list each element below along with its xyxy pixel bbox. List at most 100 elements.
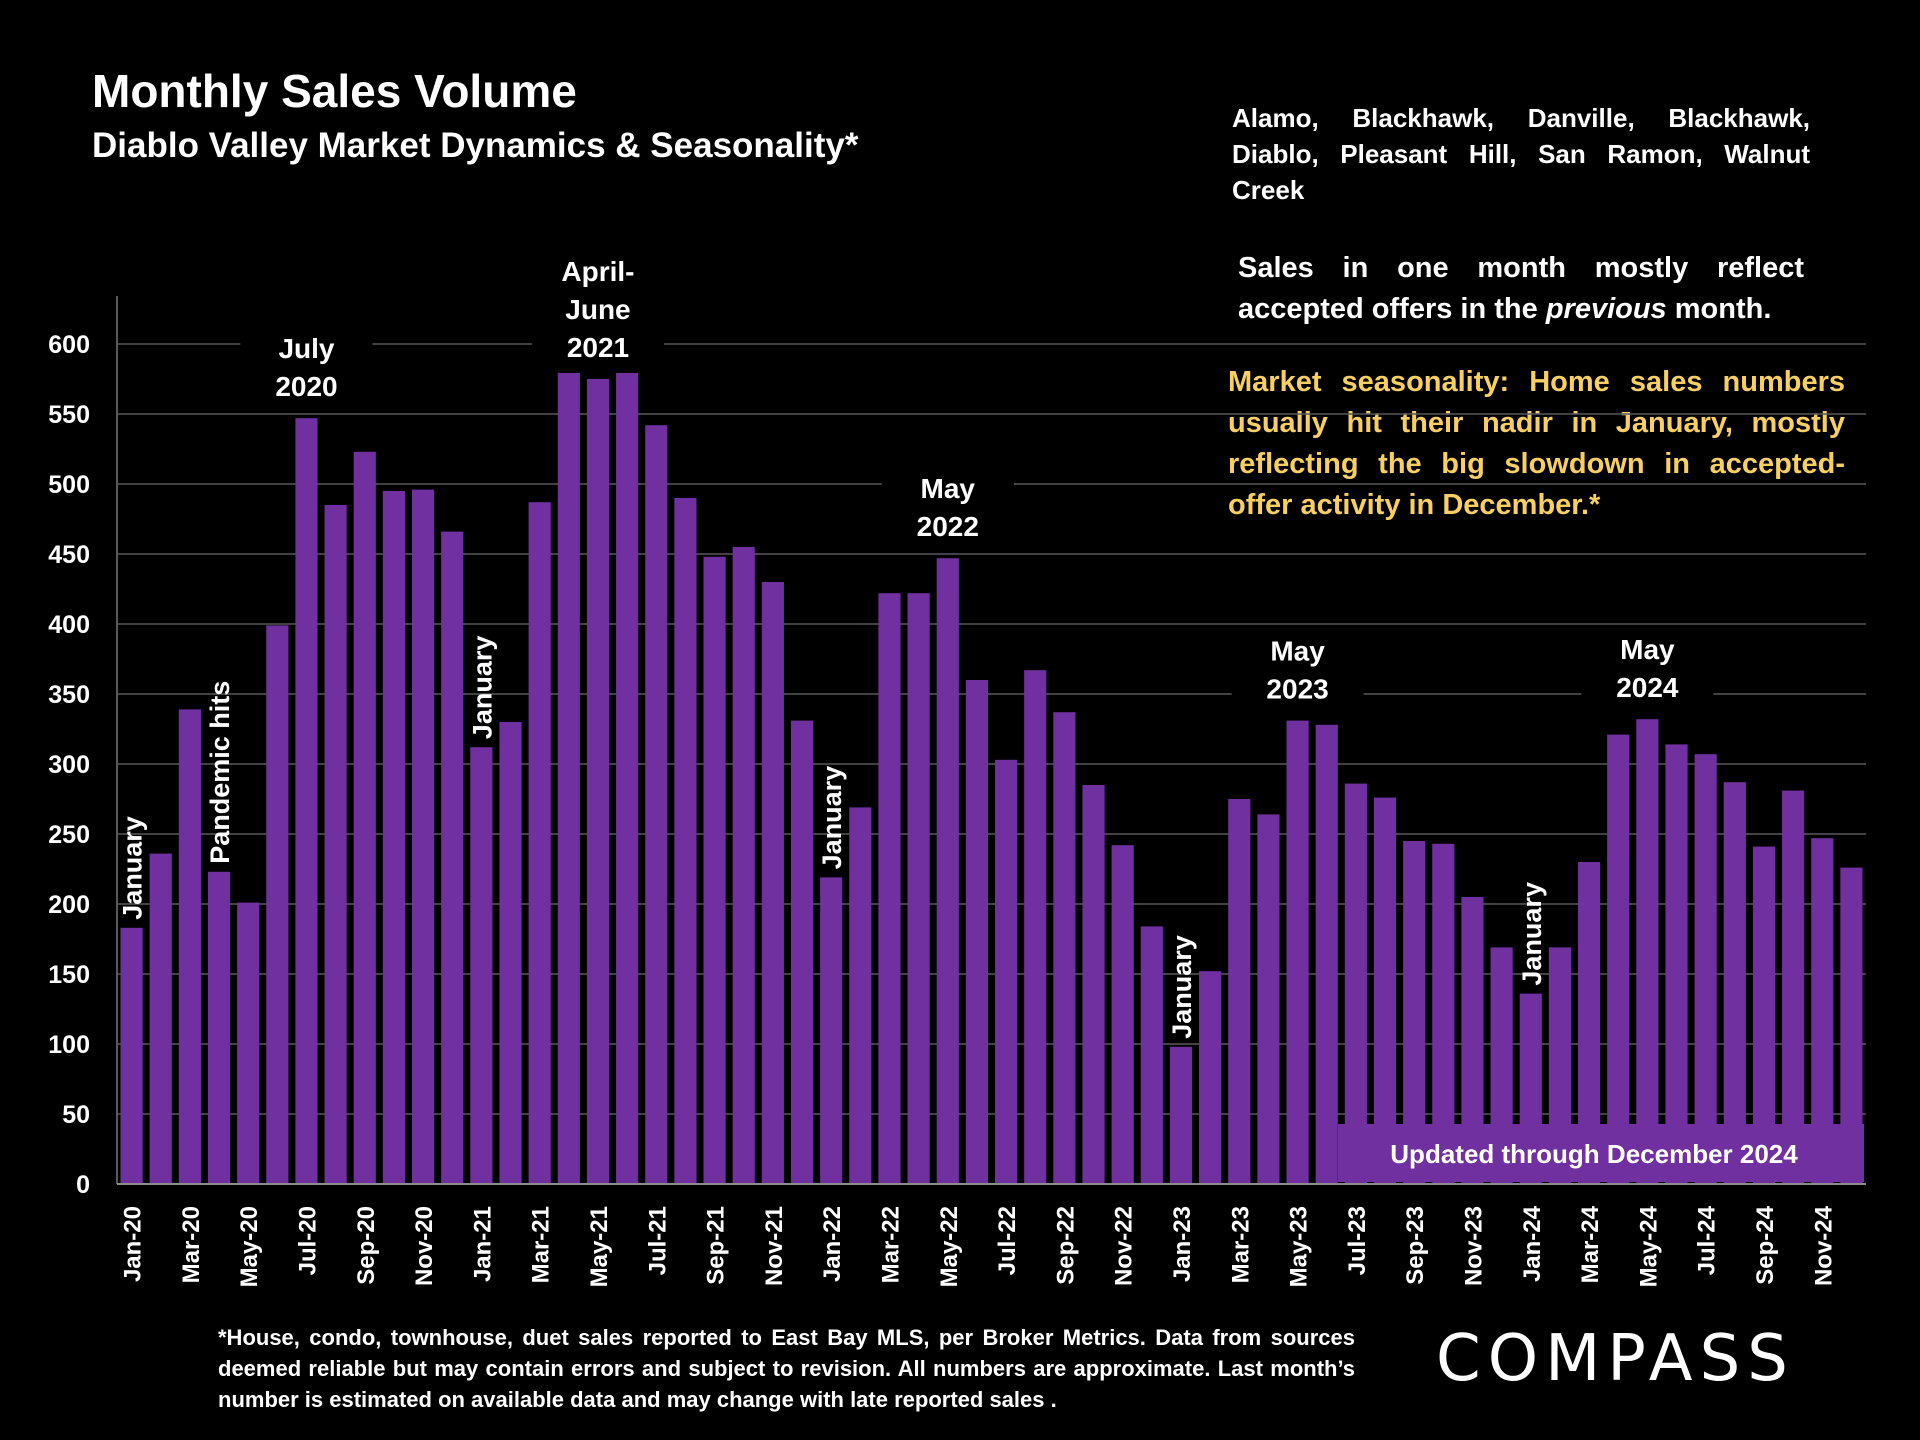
annotation-label: April- (561, 256, 634, 287)
x-tick-label: Mar-23 (1227, 1206, 1254, 1283)
offers-note-part1: Sales in one month mostly reflect accept… (1238, 252, 1804, 325)
x-tick-label: Jul-23 (1344, 1206, 1371, 1275)
bar (790, 720, 814, 1184)
bar (499, 722, 522, 1184)
annotation-backdrop (881, 464, 1014, 553)
bar (761, 582, 784, 1184)
x-tick-label: May-20 (236, 1206, 263, 1287)
x-tick-label: Mar-20 (178, 1206, 205, 1283)
y-tick-label: 100 (48, 1031, 90, 1059)
bar (994, 759, 1018, 1184)
y-tick-label: 0 (76, 1171, 90, 1199)
bar (441, 531, 464, 1184)
x-tick-label: Nov-20 (411, 1206, 438, 1286)
bar (1053, 712, 1076, 1184)
x-tick-label: Sep-24 (1752, 1205, 1779, 1284)
y-tick-label: 400 (48, 611, 90, 639)
x-tick-label: May-21 (586, 1206, 613, 1287)
annotation-label: 2023 (1266, 674, 1328, 705)
bar (703, 556, 726, 1184)
chart-subtitle: Diablo Valley Market Dynamics & Seasonal… (92, 126, 859, 165)
bar (1665, 744, 1688, 1184)
annotation-backdrop (240, 324, 373, 413)
bar (878, 593, 901, 1184)
x-tick-label: Nov-21 (761, 1206, 788, 1286)
bar (936, 558, 959, 1184)
chart-title: Monthly Sales Volume (92, 65, 577, 117)
rotated-annotation: January (1167, 935, 1197, 1039)
annotation-label: 2024 (1616, 672, 1679, 703)
bar (1373, 797, 1397, 1184)
bar (586, 379, 610, 1184)
bar (266, 625, 289, 1184)
bar (353, 451, 376, 1184)
y-tick-label: 600 (48, 331, 90, 359)
x-tick-label: Jan-20 (120, 1206, 147, 1282)
y-tick-label: 550 (48, 401, 90, 429)
bar (1140, 926, 1163, 1184)
bar (1694, 754, 1717, 1184)
bar (324, 505, 347, 1184)
y-tick-label: 450 (48, 541, 90, 569)
bar (1752, 846, 1776, 1184)
x-tick-label: Nov-22 (1111, 1206, 1138, 1286)
bar (1111, 845, 1134, 1184)
bar (1257, 814, 1280, 1184)
rotated-annotation: January (118, 816, 148, 920)
x-tick-label: Mar-22 (877, 1206, 904, 1283)
annotation-label: May (1620, 634, 1675, 665)
y-tick-label: 150 (48, 961, 90, 989)
rotated-annotation: January (1517, 882, 1547, 986)
x-tick-label: Jul-24 (1694, 1205, 1721, 1275)
x-tick-label: Sep-21 (703, 1206, 730, 1285)
bar (411, 489, 435, 1185)
x-tick-label: Sep-22 (1052, 1206, 1079, 1285)
annotation-label: 2020 (275, 371, 337, 402)
x-tick-label: Jul-21 (644, 1206, 671, 1275)
x-tick-label: Jan-21 (469, 1206, 496, 1282)
y-tick-label: 50 (62, 1101, 90, 1129)
compass-logo: COMPASS (1436, 1322, 1795, 1396)
bar (557, 344, 580, 1184)
bar (674, 498, 697, 1184)
annotation-label: 2021 (567, 332, 629, 363)
bar (382, 491, 406, 1184)
x-tick-label: Mar-21 (528, 1206, 555, 1283)
annotation-label: June (565, 294, 630, 325)
x-axis: Jan-20 Mar-20 May-20 Jul-20 Sep-20 Nov-20 Jan-… (117, 1183, 1866, 1287)
bar (1432, 843, 1455, 1184)
cities-list: Alamo, Blackhawk, Danville, Blackhawk, D… (1232, 103, 1810, 205)
x-tick-label: Mar-24 (1577, 1205, 1604, 1283)
bar (965, 680, 989, 1184)
bar (470, 747, 493, 1184)
rotated-annotation: January (467, 636, 497, 740)
gridlines (117, 343, 1866, 1115)
x-tick-label: May-23 (1286, 1206, 1313, 1287)
bar (1607, 734, 1630, 1184)
bar (1082, 785, 1105, 1184)
updated-badge (1338, 1124, 1864, 1182)
bar (1286, 720, 1309, 1184)
bar (1577, 862, 1601, 1184)
bar (1782, 790, 1805, 1184)
bar (849, 807, 872, 1184)
annotations: January Pandemic hits July 2020 January April… (118, 247, 1714, 1039)
offers-note-part2: month. (1666, 293, 1772, 325)
bar (178, 709, 201, 1184)
bar (1840, 867, 1863, 1184)
y-tick-label: 350 (48, 681, 90, 709)
annotation-label: May (1270, 636, 1325, 667)
annotation-backdrop (1581, 625, 1714, 714)
y-tick-label: 300 (48, 751, 90, 779)
annotation-backdrop (1231, 626, 1364, 715)
x-tick-label: Jul-20 (294, 1206, 321, 1275)
x-tick-label: Jan-24 (1519, 1205, 1546, 1282)
x-tick-label: Sep-23 (1402, 1206, 1429, 1285)
footnote: *House, condo, townhouse, duet sales rep… (218, 1325, 1355, 1412)
y-tick-label: 200 (48, 891, 90, 919)
bar (1169, 1046, 1193, 1184)
bar (528, 502, 551, 1184)
bar (207, 871, 231, 1184)
bar (907, 593, 930, 1184)
